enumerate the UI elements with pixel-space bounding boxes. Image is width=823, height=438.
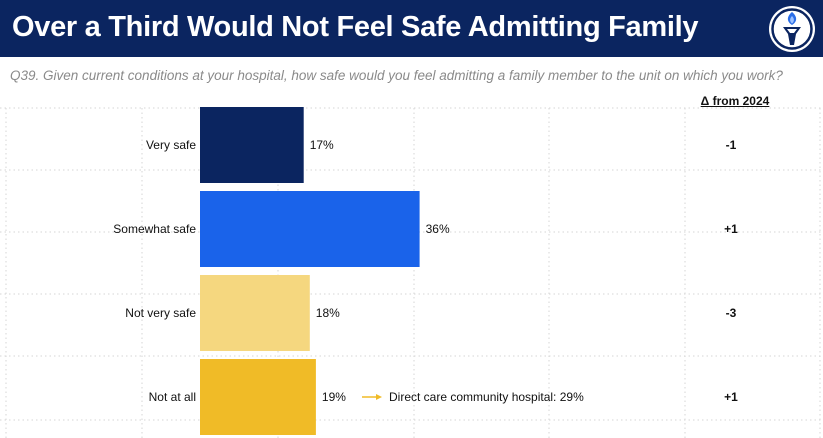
annotation-text: Direct care community hospital: 29% [389, 390, 584, 404]
annotation-arrow-head-icon [376, 394, 382, 400]
value-label-not-at-all: 19% [322, 390, 346, 404]
category-label-not-at-all: Not at all [149, 390, 196, 404]
delta-value-very-safe: -1 [726, 138, 737, 152]
value-label-not-very-safe: 18% [316, 306, 340, 320]
page-title: Over a Third Would Not Feel Safe Admitti… [12, 11, 699, 43]
value-label-somewhat-safe: 36% [426, 222, 450, 236]
delta-value-not-at-all: +1 [724, 390, 738, 404]
value-label-very-safe: 17% [310, 138, 334, 152]
bar-not-very-safe [200, 275, 310, 351]
header-bar: Over a Third Would Not Feel Safe Admitti… [0, 0, 823, 57]
bar-somewhat-safe [200, 191, 420, 267]
survey-question: Q39. Given current conditions at your ho… [10, 68, 783, 83]
category-label-very-safe: Very safe [146, 138, 196, 152]
torch-logo-icon [769, 6, 815, 52]
bar-very-safe [200, 107, 304, 183]
delta-value-somewhat-safe: +1 [724, 222, 738, 236]
delta-value-not-very-safe: -3 [726, 306, 737, 320]
category-label-not-very-safe: Not very safe [125, 306, 196, 320]
bar-not-at-all [200, 359, 316, 435]
delta-column-header: Δ from 2024 [700, 94, 770, 108]
category-label-somewhat-safe: Somewhat safe [113, 222, 196, 236]
